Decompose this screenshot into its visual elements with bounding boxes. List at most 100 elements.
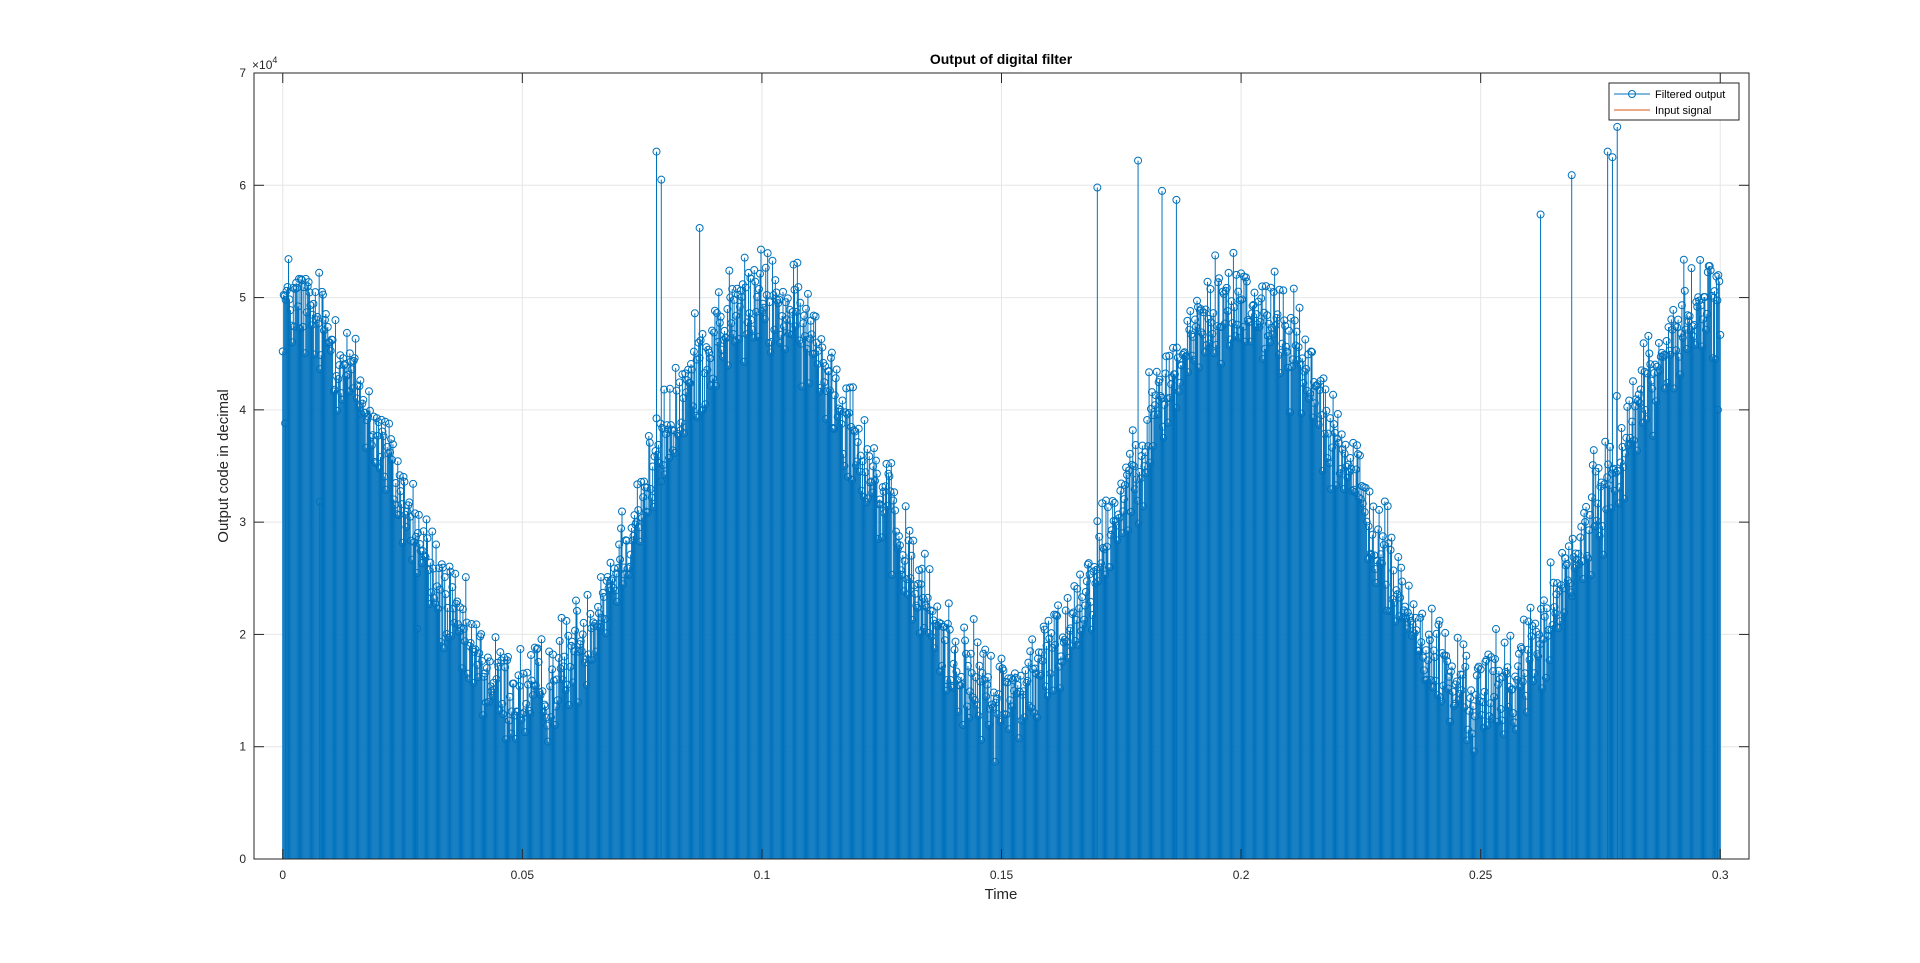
stem-marker (388, 455, 396, 464)
stem-marker (981, 645, 990, 654)
stem-marker (690, 309, 699, 318)
stem-marker (1112, 521, 1121, 530)
stem-marker (1581, 517, 1590, 526)
stem-marker (781, 298, 790, 307)
stem-marker (1478, 698, 1487, 707)
stem-marker (1346, 454, 1355, 463)
stem-marker (606, 558, 615, 567)
stem-marker (1285, 326, 1293, 335)
stem-marker (1389, 566, 1398, 575)
stem-marker (706, 354, 715, 363)
stem-marker (1329, 390, 1338, 399)
stem-marker (1503, 663, 1512, 672)
stem-marker (733, 290, 742, 299)
stem-marker (722, 334, 731, 343)
stem-marker (709, 374, 718, 383)
stem-marker (1484, 650, 1493, 659)
stem-marker (1170, 370, 1179, 379)
stem-marker (989, 688, 998, 697)
stem-marker (701, 400, 710, 409)
stem-marker (550, 721, 559, 730)
stem-marker (699, 405, 708, 414)
stem-marker (737, 293, 746, 302)
stem-marker (1146, 458, 1155, 467)
stem-marker (1300, 367, 1309, 376)
stem-marker (1382, 606, 1391, 615)
stem-marker (1190, 356, 1199, 365)
stem-marker (511, 734, 520, 743)
stem-marker (1096, 563, 1105, 572)
stem-marker (789, 260, 798, 269)
stem-marker (610, 564, 619, 573)
stem-marker (1377, 559, 1386, 568)
stem-marker (1615, 483, 1624, 492)
stem-marker (788, 307, 797, 316)
stem-marker (1235, 333, 1244, 342)
stem-marker (1223, 306, 1232, 315)
stem-marker (1645, 349, 1654, 358)
stem-marker (532, 645, 541, 654)
stem-marker (836, 405, 845, 414)
stem-marker (461, 573, 470, 582)
stem-marker (565, 701, 574, 710)
stem-marker (774, 299, 783, 308)
stem-marker (389, 495, 398, 504)
stem-marker (841, 408, 850, 417)
stem-marker (765, 298, 774, 307)
stem-marker (343, 370, 352, 379)
stem-marker (1352, 465, 1361, 474)
stem-marker (1007, 674, 1016, 683)
stem-marker (1332, 434, 1341, 443)
stem-marker (351, 334, 360, 343)
stem-marker (999, 666, 1008, 675)
stem-marker (1121, 481, 1130, 490)
stem-marker (648, 462, 657, 471)
stem-marker (1270, 267, 1279, 276)
stem-marker (1024, 658, 1033, 667)
stem-marker (907, 551, 916, 560)
stem-marker (1403, 608, 1412, 617)
stem-marker (1507, 685, 1516, 694)
stem-marker (1666, 350, 1675, 359)
legend[interactable]: Filtered output Input signal (1608, 82, 1740, 121)
stem-marker (1428, 683, 1437, 692)
stem-marker (663, 421, 672, 430)
stem-marker (845, 408, 854, 417)
stem-marker (435, 585, 444, 594)
stem-marker (1412, 626, 1421, 635)
stem-marker (686, 379, 695, 388)
stem-marker (1634, 390, 1643, 399)
stem-marker (813, 360, 822, 369)
x-tick-label: 0.25 (1469, 868, 1493, 882)
stem-marker (898, 551, 907, 560)
x-tick-label: 0.15 (990, 868, 1014, 882)
stem-marker (288, 338, 297, 347)
stem-marker (682, 388, 691, 397)
stem-marker (868, 488, 877, 497)
stem-marker (1173, 353, 1182, 362)
stem-marker (1669, 305, 1678, 314)
stem-marker (779, 322, 788, 331)
stem-marker (1128, 426, 1137, 435)
x-tick-label: 0.05 (511, 868, 535, 882)
y-tick-label: 3 (239, 515, 246, 529)
stem-marker (1422, 646, 1431, 655)
stem-marker (1011, 673, 1020, 682)
stem-marker (826, 353, 835, 362)
stem-marker (498, 699, 507, 708)
stem-marker (1420, 666, 1429, 675)
stem-marker (1144, 442, 1153, 451)
stem-marker (528, 691, 537, 700)
stem-marker (615, 540, 624, 549)
stem-marker (480, 672, 488, 681)
stem-marker (1194, 363, 1203, 372)
stem-marker (768, 256, 777, 265)
stem-marker (475, 649, 484, 658)
stem-marker (1436, 693, 1445, 702)
stem-marker (505, 692, 514, 701)
stem-marker (1423, 656, 1432, 665)
stem-marker (552, 675, 561, 684)
stem-marker (796, 298, 805, 307)
stem-marker (1652, 397, 1661, 406)
stem-marker (1576, 533, 1585, 542)
